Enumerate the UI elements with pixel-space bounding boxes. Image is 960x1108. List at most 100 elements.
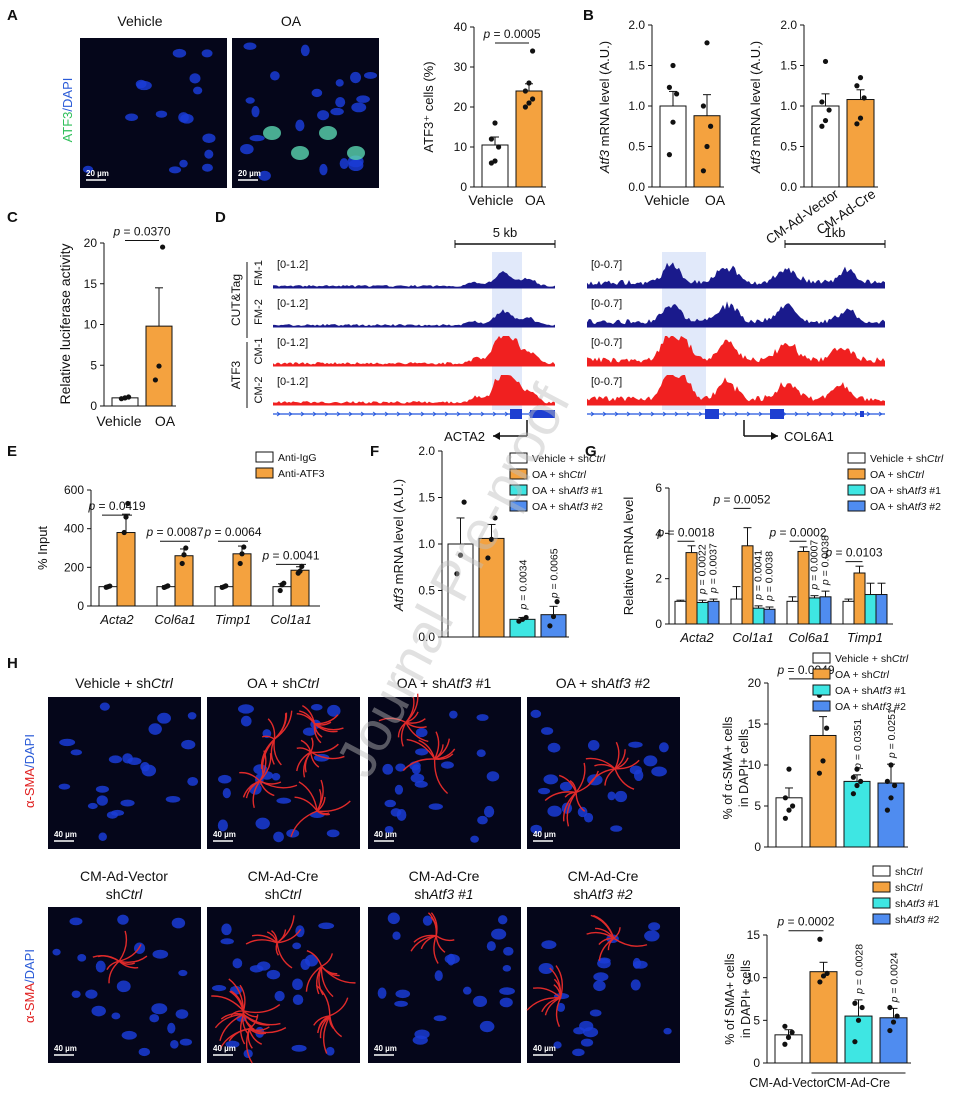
legend-swatch xyxy=(847,452,866,464)
bar xyxy=(809,734,837,848)
bar xyxy=(116,532,136,607)
bar xyxy=(730,598,743,625)
nucleus xyxy=(220,938,234,945)
nucleus xyxy=(221,923,232,936)
data-point xyxy=(666,152,673,158)
label-part: #1 xyxy=(891,685,906,697)
bar xyxy=(844,1015,873,1064)
label-part: = 0.0024 xyxy=(889,952,901,996)
nucleus xyxy=(630,979,641,991)
sma-fiber xyxy=(228,1028,250,1042)
sma-fiber xyxy=(435,935,455,942)
method-label: ATF3 xyxy=(229,360,243,389)
strand-arrow xyxy=(504,411,509,417)
x-tick-label: OA xyxy=(705,192,726,208)
nucleus xyxy=(58,783,71,790)
image-title: OA + shCtrl xyxy=(247,675,320,691)
nucleus xyxy=(98,832,107,841)
sma-fiber xyxy=(248,1026,270,1032)
data-point xyxy=(297,568,303,574)
nucleus xyxy=(394,784,404,795)
data-point xyxy=(281,580,287,586)
image-title: Vehicle xyxy=(117,13,162,29)
label-part: = 0.0038 xyxy=(820,535,832,579)
nucleus xyxy=(149,1014,160,1023)
strand-arrow xyxy=(794,411,799,417)
nucleus xyxy=(553,1041,562,1049)
legend-label: shCtrl xyxy=(895,882,923,894)
label-part: Anti-ATF3 xyxy=(278,468,325,480)
nucleus xyxy=(580,1038,594,1047)
nucleus xyxy=(335,79,344,87)
label-part: = 0.0419 xyxy=(95,499,146,513)
bar xyxy=(875,594,888,625)
x-tick-label: Timp1 xyxy=(847,630,883,645)
legend-label: OA + shAtf3 #2 xyxy=(870,501,941,513)
sma-fiber xyxy=(405,696,415,723)
data-point xyxy=(239,551,245,557)
data-point xyxy=(884,778,891,785)
p-value: p = 0.0064 xyxy=(203,525,261,539)
sma-fiber xyxy=(575,792,586,812)
data-point xyxy=(852,1039,858,1045)
legend-swatch xyxy=(812,684,831,696)
sma-fiber xyxy=(97,955,120,962)
y-axis-label: ATF3⁺ cells (%) xyxy=(421,61,436,152)
nucleus xyxy=(392,931,401,941)
nucleus xyxy=(387,912,400,925)
y-axis-label: % Input xyxy=(35,526,50,570)
data-point xyxy=(485,555,491,561)
p-value: p = 0.0002 xyxy=(776,915,834,929)
bar xyxy=(763,608,776,625)
legend-label: OA + shAtf3 #1 xyxy=(870,485,941,497)
strand-arrow xyxy=(432,411,437,417)
micrograph: 40 µm xyxy=(48,907,201,1063)
x-tick-label: Acta2 xyxy=(679,630,714,645)
data-point xyxy=(857,115,864,121)
nucleus xyxy=(274,990,285,1002)
label-part: p xyxy=(261,548,269,562)
data-point xyxy=(820,758,826,764)
nucleus xyxy=(266,969,281,980)
data-point xyxy=(670,119,676,125)
nucleus xyxy=(108,755,123,764)
nucleus xyxy=(276,797,292,804)
nucleus xyxy=(663,1027,672,1035)
data-point xyxy=(888,795,894,801)
label-part: OA + sh xyxy=(397,675,447,691)
y-axis-label: % of SMA+ cells xyxy=(723,953,737,1044)
sma-fiber xyxy=(310,751,320,768)
track-range: [0-0.7] xyxy=(591,337,622,349)
sma-fiber xyxy=(247,1028,253,1049)
sma-fiber xyxy=(118,930,128,962)
nucleus xyxy=(240,143,254,155)
label-part: = 0.0041 xyxy=(269,548,320,562)
nucleus xyxy=(503,946,514,956)
image-title: OA xyxy=(281,13,302,29)
legend-swatch xyxy=(872,897,891,909)
bar xyxy=(879,1017,908,1064)
nucleus xyxy=(77,954,87,962)
nucleus xyxy=(292,942,302,950)
sma-fiber xyxy=(526,996,561,1011)
nucleus xyxy=(628,741,643,748)
p-value: p = 0.0002 xyxy=(768,525,826,539)
data-point xyxy=(121,529,127,536)
sma-fiber xyxy=(607,937,615,951)
nucleus xyxy=(300,44,310,57)
label-part: OA + sh xyxy=(870,501,908,513)
legend-swatch xyxy=(255,451,274,463)
data-point xyxy=(887,1004,893,1011)
bar xyxy=(214,586,234,607)
nucleus xyxy=(502,965,512,972)
nucleus xyxy=(311,88,323,98)
nucleus xyxy=(292,978,303,991)
sma-fiber xyxy=(273,739,282,766)
label-part: p xyxy=(753,594,765,601)
micrograph-bg xyxy=(207,697,360,849)
nucleus xyxy=(243,42,257,50)
label-part: ATF3 xyxy=(60,112,75,143)
legend-label: Anti-IgG xyxy=(278,452,317,464)
bar xyxy=(797,550,810,625)
gene-exon xyxy=(530,410,555,418)
